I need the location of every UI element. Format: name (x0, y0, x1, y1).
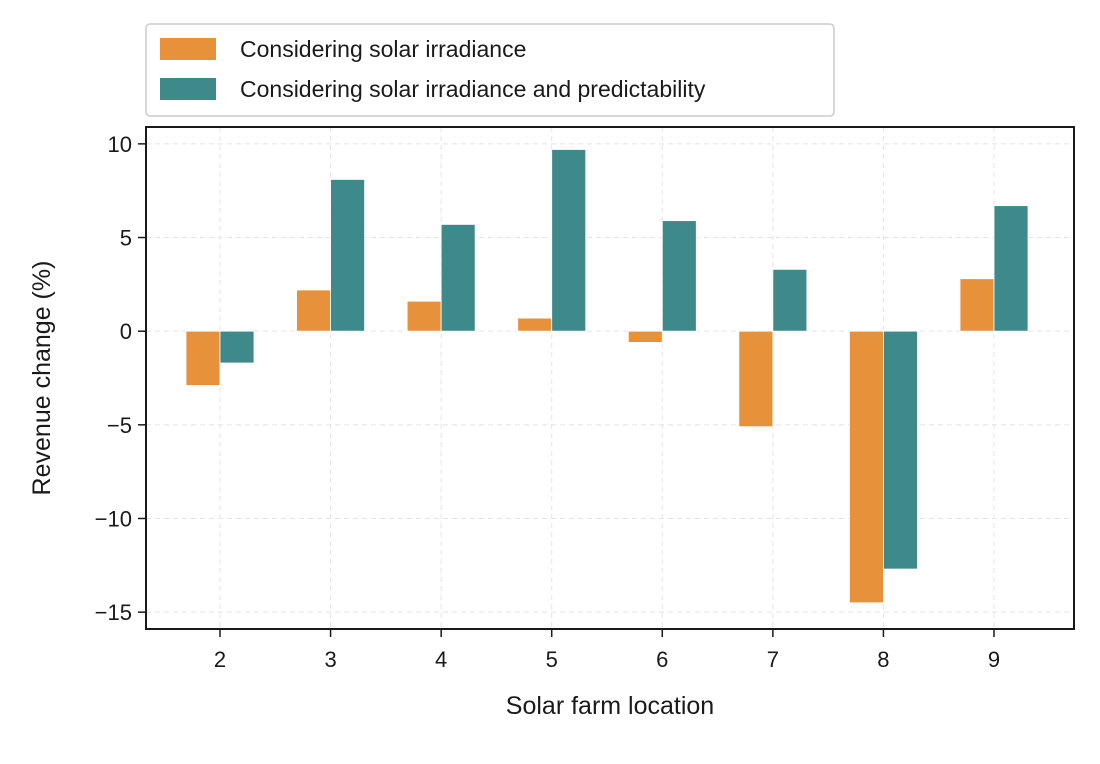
y-tick-label: 10 (108, 132, 132, 157)
x-tick-label: 7 (767, 647, 779, 672)
bar-irradiance-predictability-loc-8 (883, 330, 918, 570)
x-axis-ticks: 2 3 4 5 6 7 8 9 (214, 629, 1000, 672)
bar-irradiance-loc-5 (517, 317, 553, 332)
legend: Considering solar irradiance Considering… (145, 23, 835, 117)
bars (185, 149, 1029, 604)
bar-irradiance-predictability-loc-3 (330, 179, 365, 332)
x-tick-label: 4 (435, 647, 447, 672)
x-tick-label: 2 (214, 647, 226, 672)
bar-irradiance-predictability-loc-7 (772, 268, 808, 332)
bar-irradiance-predictability-loc-5 (551, 149, 587, 332)
y-tick-label: −15 (95, 600, 132, 625)
x-tick-label: 8 (877, 647, 889, 672)
bar-irradiance-predictability-loc-4 (440, 224, 476, 332)
bar-irradiance-loc-9 (959, 278, 995, 332)
bar-irradiance-loc-6 (627, 330, 663, 343)
bar-irradiance-loc-8 (849, 330, 884, 604)
legend-label-solar-irradiance: Considering solar irradiance (240, 36, 526, 62)
bar-irradiance-loc-2 (185, 330, 221, 386)
legend-swatch-irradiance-and-predictability (160, 78, 216, 100)
y-tick-label: −5 (107, 413, 132, 438)
x-tick-label: 9 (988, 647, 1000, 672)
x-axis-label: Solar farm location (506, 692, 714, 720)
bar-irradiance-loc-4 (406, 300, 442, 332)
x-tick-label: 5 (546, 647, 558, 672)
y-axis-label: Revenue change (%) (28, 261, 56, 496)
x-tick-label: 6 (656, 647, 668, 672)
y-axis-ticks: 10 5 0 −5 −10 −15 (95, 132, 146, 625)
bar-irradiance-loc-7 (738, 330, 774, 428)
bar-irradiance-predictability-loc-2 (219, 330, 255, 364)
x-tick-label: 3 (324, 647, 336, 672)
legend-swatch-solar-irradiance (160, 38, 216, 60)
plot-frame (145, 126, 1075, 630)
bar-irradiance-predictability-loc-9 (993, 205, 1029, 332)
y-tick-label: 5 (120, 226, 132, 251)
grid-lines (146, 127, 1074, 629)
y-tick-label: −10 (95, 506, 132, 531)
legend-label-irradiance-and-predictability: Considering solar irradiance and predict… (240, 76, 706, 102)
legend-frame (145, 23, 835, 117)
bar-irradiance-loc-3 (296, 289, 331, 332)
y-tick-label: 0 (120, 319, 132, 344)
bar-irradiance-predictability-loc-6 (661, 220, 697, 332)
